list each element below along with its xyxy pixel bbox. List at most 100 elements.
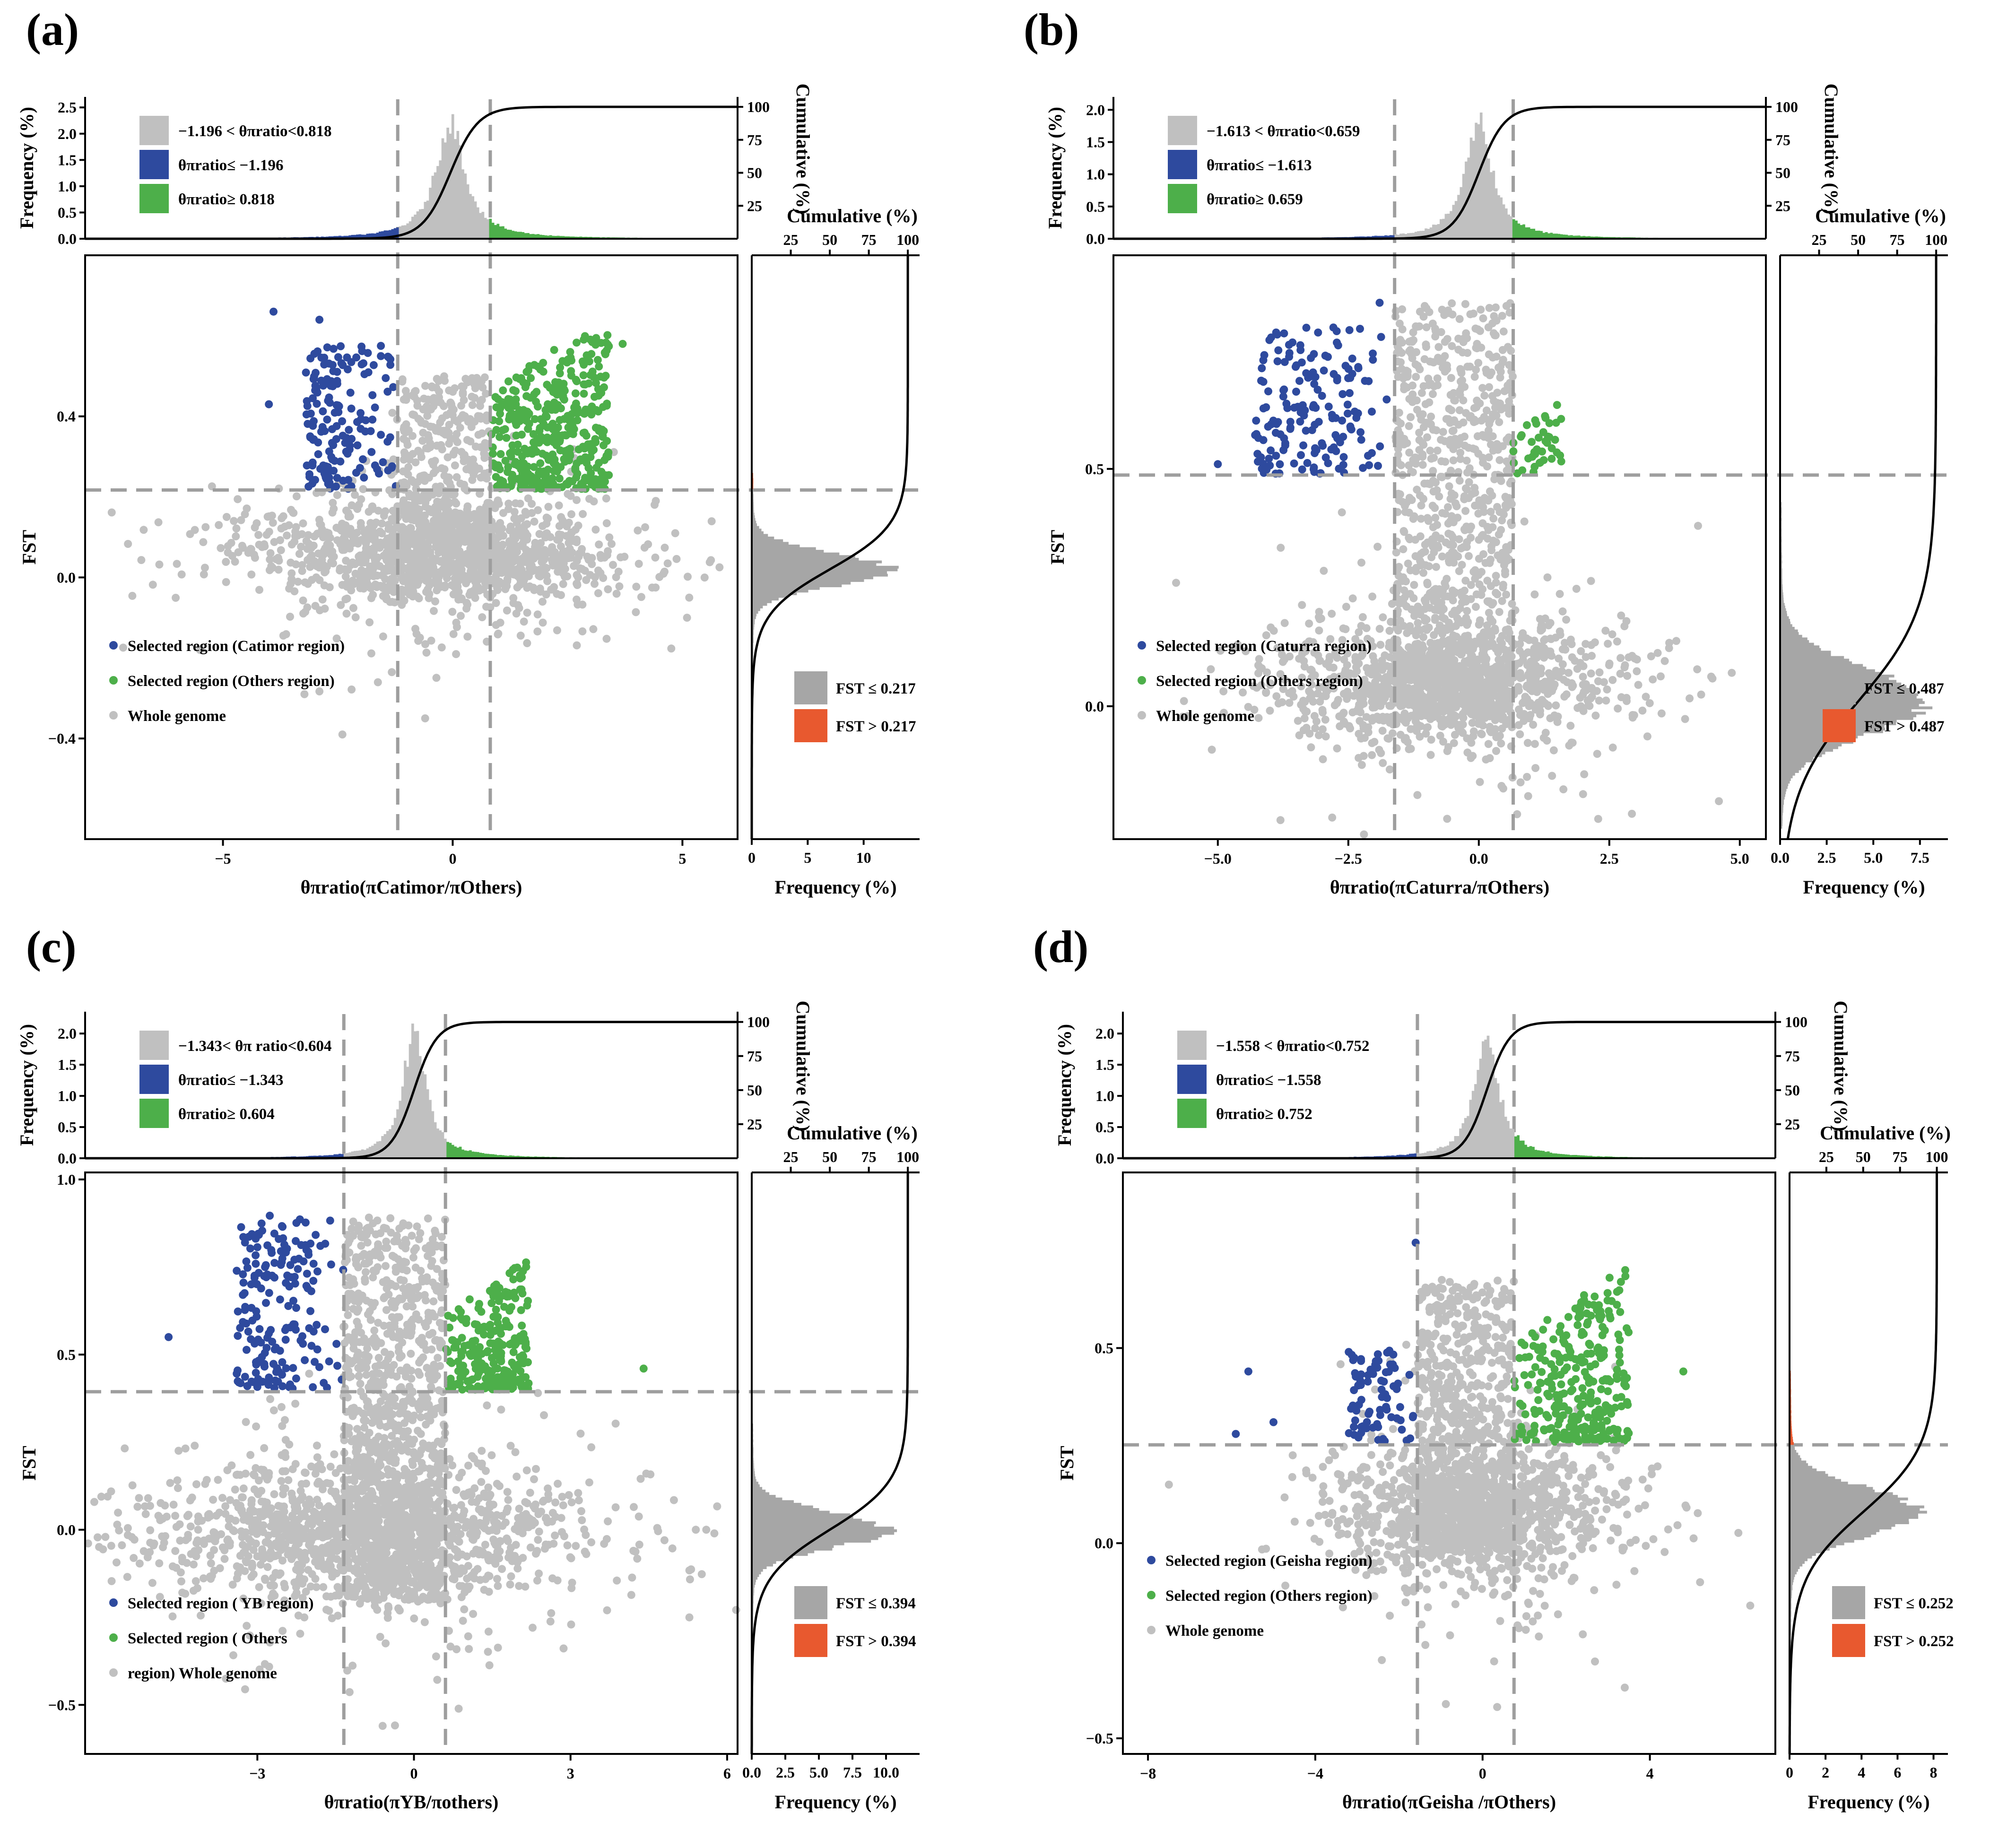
whole-genome-point (602, 519, 611, 528)
whole-genome-point (1413, 486, 1421, 494)
whole-genome-point (448, 531, 456, 540)
whole-genome-point (482, 602, 490, 611)
whole-genome-point (1604, 640, 1612, 648)
side-histogram-bar (752, 542, 789, 545)
selected-point-others (573, 459, 581, 468)
whole-genome-point (1499, 581, 1507, 589)
whole-genome-point (357, 495, 365, 503)
whole-genome-point (1514, 721, 1523, 729)
whole-genome-point (1630, 711, 1638, 720)
whole-genome-point (457, 401, 465, 410)
whole-genome-point (315, 564, 323, 572)
whole-genome-point (298, 561, 306, 569)
outlier-point (338, 730, 347, 739)
whole-genome-point (634, 560, 643, 568)
selected-point-others (595, 391, 603, 399)
top-histogram-bar (516, 232, 520, 239)
whole-genome-point (474, 412, 482, 420)
whole-genome-point (1525, 702, 1533, 711)
selected-point-others (512, 387, 520, 395)
whole-genome-point (461, 484, 469, 493)
selected-point-others (539, 367, 547, 376)
whole-genome-point (603, 551, 611, 559)
whole-genome-point (1530, 590, 1539, 599)
whole-genome-point (700, 573, 709, 582)
whole-genome-point (1456, 386, 1464, 395)
selected-point-target (360, 473, 368, 482)
whole-genome-point (1653, 649, 1662, 657)
selected-point-target (379, 458, 387, 467)
side-cum-label: Cumulative (%) (787, 205, 918, 226)
selected-point-others (534, 402, 542, 411)
selected-point-target (357, 360, 366, 369)
selected-point-target (310, 372, 318, 381)
whole-genome-point (1416, 732, 1424, 741)
whole-genome-point (1455, 668, 1464, 676)
whole-genome-point (306, 553, 314, 562)
selected-point-others (556, 363, 565, 372)
whole-genome-point (414, 637, 423, 645)
whole-genome-point (222, 558, 230, 566)
selected-point-target (305, 473, 314, 481)
selected-point-target (388, 464, 396, 472)
whole-genome-point (444, 473, 453, 482)
whole-genome-point (1479, 721, 1487, 729)
whole-genome-point (1541, 635, 1549, 643)
selected-point-target (364, 368, 373, 376)
whole-genome-point (473, 379, 482, 388)
outlier-point (421, 714, 429, 722)
whole-genome-point (1455, 406, 1464, 415)
whole-genome-point (1429, 390, 1437, 398)
whole-genome-point (1482, 628, 1490, 637)
whole-genome-point (612, 590, 621, 598)
scatter-legend-marker (109, 676, 118, 685)
whole-genome-point (559, 580, 567, 588)
whole-genome-point (602, 634, 611, 643)
whole-genome-point (382, 541, 391, 550)
whole-genome-point (1608, 630, 1616, 639)
whole-genome-point (289, 508, 297, 517)
whole-genome-point (1461, 300, 1469, 308)
whole-genome-point (1321, 732, 1330, 741)
whole-genome-point (1302, 724, 1311, 732)
selected-point-target (334, 353, 342, 361)
whole-genome-point (438, 445, 446, 453)
whole-genome-point (1472, 590, 1481, 599)
whole-genome-point (1555, 590, 1564, 598)
whole-genome-point (362, 544, 370, 553)
whole-genome-point (420, 394, 428, 403)
whole-genome-point (1496, 373, 1504, 382)
selected-point-others (555, 474, 564, 483)
scatter-legend-label: Whole genome (128, 708, 226, 725)
top-histogram-bar (401, 225, 404, 239)
side-histogram-bar (752, 568, 898, 572)
whole-genome-point (1383, 713, 1391, 721)
whole-genome-point (1280, 619, 1289, 627)
whole-genome-point (1434, 626, 1442, 635)
whole-genome-point (422, 649, 431, 657)
selected-point-others (523, 462, 532, 471)
whole-genome-point (459, 571, 467, 579)
whole-genome-point (1482, 656, 1490, 664)
whole-genome-point (1530, 740, 1539, 748)
whole-genome-point (542, 590, 550, 599)
whole-genome-point (1478, 678, 1487, 687)
whole-genome-point (1486, 754, 1494, 763)
whole-genome-point (530, 586, 539, 594)
whole-genome-point (1493, 590, 1502, 599)
whole-genome-point (1480, 391, 1489, 400)
whole-genome-point (539, 598, 547, 606)
whole-genome-point (1180, 697, 1188, 705)
selected-point-target (321, 377, 330, 385)
whole-genome-point (443, 574, 451, 582)
selected-point-others (563, 358, 571, 367)
selected-point-others (594, 424, 603, 433)
whole-genome-point (457, 612, 465, 620)
whole-genome-point (1399, 527, 1408, 535)
whole-genome-point (1594, 677, 1602, 685)
side-hist-tick-label: 10 (856, 849, 871, 866)
whole-genome-point (1321, 715, 1330, 724)
whole-genome-point (575, 549, 584, 557)
whole-genome-point (1355, 628, 1363, 636)
selected-point-others (580, 390, 588, 398)
